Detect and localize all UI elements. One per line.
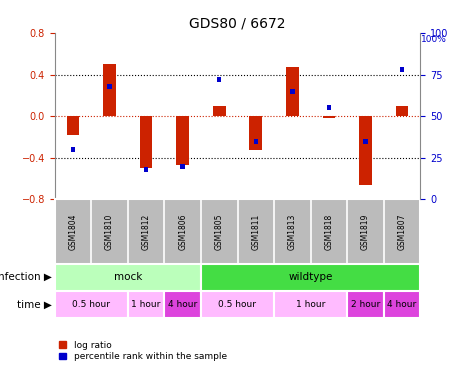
Text: GSM1811: GSM1811 xyxy=(251,213,260,250)
Text: 0.5 hour: 0.5 hour xyxy=(72,300,110,309)
Text: GSM1804: GSM1804 xyxy=(68,213,77,250)
Bar xyxy=(201,291,274,318)
Bar xyxy=(140,116,152,168)
Bar xyxy=(254,139,258,144)
Text: GSM1806: GSM1806 xyxy=(178,213,187,250)
Bar xyxy=(201,264,420,291)
Legend: log ratio, percentile rank within the sample: log ratio, percentile rank within the sa… xyxy=(59,341,227,362)
Bar xyxy=(363,139,368,144)
Bar xyxy=(213,106,226,116)
Text: GSM1812: GSM1812 xyxy=(142,213,151,250)
Bar xyxy=(176,116,189,165)
Text: 2 hour: 2 hour xyxy=(351,300,380,309)
Text: 1 hour: 1 hour xyxy=(132,300,161,309)
Bar xyxy=(144,167,148,172)
Bar xyxy=(164,291,201,318)
Bar xyxy=(249,116,262,149)
Bar xyxy=(400,67,404,72)
Text: GSM1819: GSM1819 xyxy=(361,213,370,250)
Text: mock: mock xyxy=(114,272,142,282)
Text: 1 hour: 1 hour xyxy=(296,300,325,309)
Bar xyxy=(66,116,79,135)
Text: GSM1807: GSM1807 xyxy=(398,213,407,250)
Text: GSM1813: GSM1813 xyxy=(288,213,297,250)
Bar xyxy=(384,291,420,318)
Bar xyxy=(217,77,221,82)
Text: 0.5 hour: 0.5 hour xyxy=(218,300,256,309)
Text: GSM1818: GSM1818 xyxy=(324,213,333,250)
Bar xyxy=(290,89,294,94)
Text: 4 hour: 4 hour xyxy=(388,300,417,309)
Text: 4 hour: 4 hour xyxy=(168,300,197,309)
Bar xyxy=(274,291,347,318)
Title: GDS80 / 6672: GDS80 / 6672 xyxy=(189,16,286,30)
Text: GSM1805: GSM1805 xyxy=(215,213,224,250)
Bar xyxy=(128,291,164,318)
Text: wildtype: wildtype xyxy=(288,272,333,282)
Bar xyxy=(359,116,372,185)
Bar xyxy=(55,264,201,291)
Bar xyxy=(347,291,384,318)
Bar xyxy=(71,147,75,152)
Bar xyxy=(323,116,335,118)
Bar xyxy=(55,291,128,318)
Bar xyxy=(103,64,116,116)
Bar xyxy=(107,83,112,89)
Bar xyxy=(396,106,408,116)
Text: infection ▶: infection ▶ xyxy=(0,272,52,282)
Bar xyxy=(180,164,185,169)
Bar xyxy=(327,105,331,111)
Bar xyxy=(286,67,299,116)
Text: time ▶: time ▶ xyxy=(18,300,52,310)
Text: GSM1810: GSM1810 xyxy=(105,213,114,250)
Text: 100%: 100% xyxy=(421,35,447,44)
